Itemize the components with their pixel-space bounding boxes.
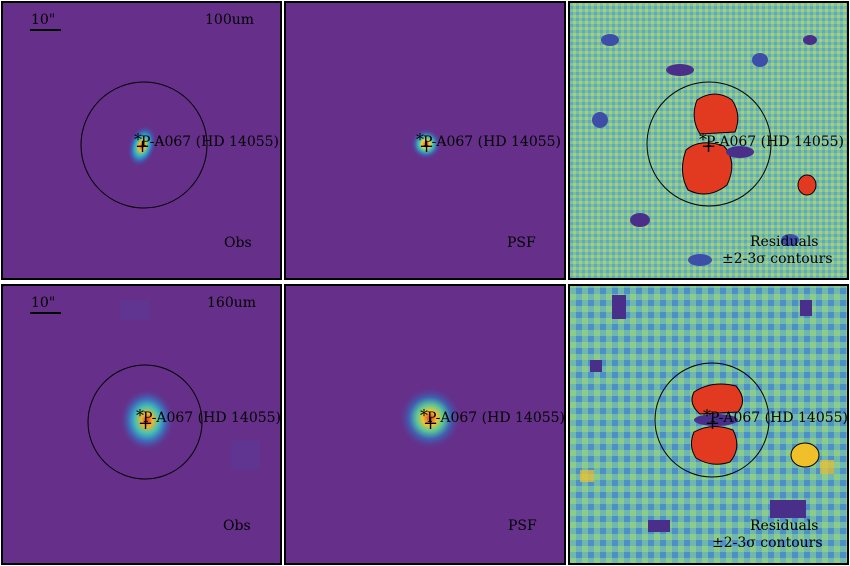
asterisk-marker-icon: * — [136, 406, 144, 425]
panel-psf-100um: * + P-A067 (HD 14055) PSF — [284, 1, 566, 280]
source-label: P-A067 (HD 14055) — [706, 134, 844, 150]
asterisk-marker-icon: * — [134, 130, 142, 149]
panel-residual-160um: * + P-A067 (HD 14055) Residuals ±2-3σ co… — [568, 284, 849, 565]
aperture-circle — [80, 81, 208, 209]
row-160um: * + P-A067 (HD 14055) 10" 160um Obs * + … — [1, 284, 849, 565]
panel-obs-100um: * + P-A067 (HD 14055) 10" 100um Obs — [1, 1, 282, 280]
scale-bar-label: 10" — [31, 12, 55, 28]
panel-sublabel: ±2-3σ contours — [722, 251, 833, 267]
panel-psf-160um: * + P-A067 (HD 14055) PSF — [284, 284, 566, 565]
plus-marker-icon: + — [419, 136, 434, 157]
band-label: 160um — [207, 295, 256, 311]
row-100um: * + P-A067 (HD 14055) 10" 100um Obs * + … — [1, 1, 849, 280]
panel-label: Residuals — [750, 234, 818, 250]
aperture-circle — [646, 81, 772, 207]
panel-obs-160um: * + P-A067 (HD 14055) 10" 160um Obs — [1, 284, 282, 565]
source-label: P-A067 (HD 14055) — [427, 410, 565, 426]
aperture-circle — [87, 364, 203, 480]
band-label: 100um — [205, 12, 254, 28]
asterisk-marker-icon: * — [699, 130, 707, 149]
asterisk-marker-icon: * — [420, 406, 428, 425]
panel-label: PSF — [508, 518, 537, 534]
plus-marker-icon: + — [705, 413, 720, 434]
panel-residual-100um: * + P-A067 (HD 14055) Residuals ±2-3σ co… — [568, 1, 849, 280]
source-label: P-A067 (HD 14055) — [143, 410, 281, 426]
plus-marker-icon: + — [135, 136, 150, 157]
source-label: P-A067 (HD 14055) — [710, 410, 848, 426]
panel-label: Obs — [223, 518, 251, 534]
plus-marker-icon: + — [138, 413, 153, 434]
plus-marker-icon: + — [701, 136, 716, 157]
plus-marker-icon: + — [423, 413, 438, 434]
panel-label: Residuals — [750, 518, 818, 534]
asterisk-marker-icon: * — [703, 406, 711, 425]
asterisk-marker-icon: * — [416, 130, 424, 149]
panel-label: Obs — [224, 235, 252, 251]
panel-label: PSF — [507, 235, 536, 251]
panel-sublabel: ±2-3σ contours — [712, 535, 823, 551]
source-label: P-A067 (HD 14055) — [423, 134, 561, 150]
aperture-circle — [654, 362, 770, 478]
scale-bar-label: 10" — [31, 295, 55, 311]
source-label: P-A067 (HD 14055) — [141, 134, 279, 150]
